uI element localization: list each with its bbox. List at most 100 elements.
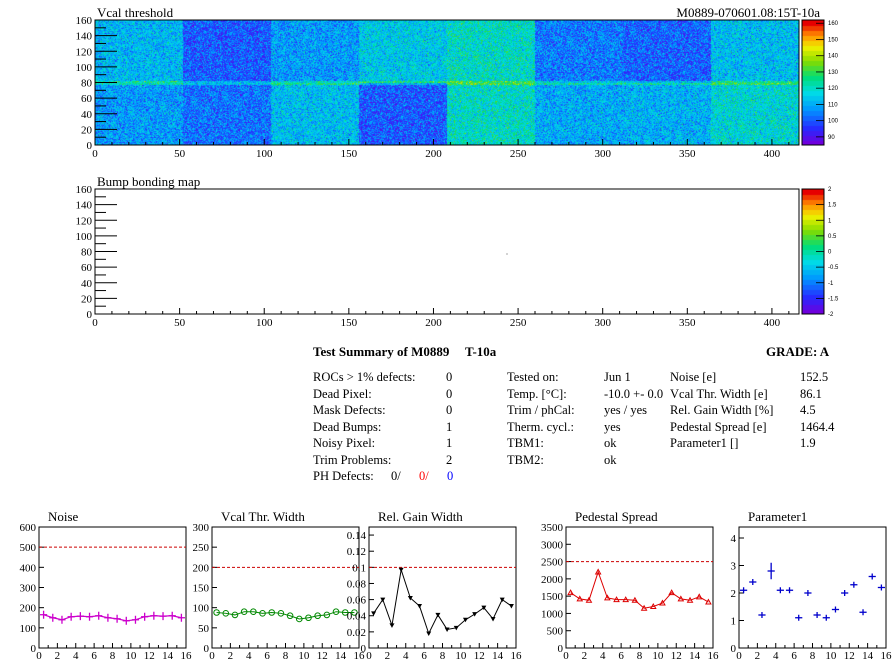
rel-gain-frame [368, 526, 517, 649]
pedestal-point [622, 596, 630, 603]
noise-ytick-label: 300 [20, 583, 37, 595]
vcal-width-frame [211, 526, 360, 649]
noise-xtick-label: 10 [125, 650, 137, 662]
noise-title: Noise [48, 509, 79, 524]
col2-label: Trim / phCal: [507, 403, 575, 417]
vcal-width-point [240, 608, 248, 616]
pedestal-point [576, 595, 584, 602]
bump-map-xtick-label: 200 [425, 317, 442, 329]
rel-gain-point [389, 623, 395, 628]
col3-value: 1.9 [800, 436, 816, 450]
pedestal-xtick-label: 8 [637, 650, 643, 662]
rel-gain-xtick-label: 10 [455, 650, 467, 662]
noise-frame [38, 526, 187, 649]
col1-label: Mask Defects: [313, 403, 386, 417]
bump-map-ytick-label: 60 [81, 262, 93, 274]
parameter1-plot [738, 526, 887, 649]
vcal-threshold-cb-label: 160 [828, 21, 839, 27]
col2-value: -10.0 +- 0.0 [604, 386, 664, 401]
pedestal-xtick-label: 14 [689, 650, 701, 662]
rel-gain-xtick-label: 8 [440, 650, 446, 662]
rel-gain-xtick-label: 2 [385, 650, 391, 662]
bump-map-cb-label: 0 [828, 250, 832, 256]
pedestal-point [659, 599, 666, 606]
bump-map-ytick-label: 120 [76, 215, 93, 227]
col1-value: 1 [446, 436, 453, 450]
rel-gain-point [508, 604, 514, 609]
col2-label: TBM2: [507, 452, 544, 467]
rel-gain-point [499, 597, 505, 603]
pedestal-xtick-label: 10 [652, 650, 664, 662]
bump-map-cb-label: 2 [828, 187, 832, 193]
pedestal-point [603, 594, 611, 601]
parameter1-xtick-label: 16 [881, 650, 893, 662]
col1-label: Dead Bumps: [313, 419, 382, 434]
ph-defects-value-1: 0/ [391, 469, 401, 483]
vcal-threshold-xtick-label: 250 [510, 148, 527, 160]
pedestal-xtick-label: 6 [618, 650, 624, 662]
rel-gain-ytick-label: 0.12 [347, 546, 366, 558]
ph-defects-value-3: 0 [447, 469, 454, 483]
col2-value: ok [604, 436, 617, 450]
rel-gain-point [462, 617, 468, 623]
vcal-width-point [295, 615, 303, 623]
rel-gain-ytick-label: 0.06 [347, 595, 367, 607]
vcal-width-ytick-label: 0 [204, 643, 210, 655]
noise-ytick-label: 400 [20, 562, 37, 574]
pedestal-ytick-label: 500 [547, 626, 564, 638]
vcal-width-point [231, 611, 239, 619]
parameter1-xtick-label: 4 [773, 650, 779, 662]
bump-map-ytick-label: 140 [76, 200, 93, 212]
vcal-threshold-xtick-label: 0 [92, 148, 98, 160]
rel-gain-plot [368, 526, 517, 649]
pedestal-frame [565, 526, 714, 649]
pedestal-point [567, 589, 574, 596]
bump-map-ytick-label: 100 [76, 231, 93, 243]
vcal-threshold-ytick-label: 140 [76, 31, 93, 43]
bump-map-ytick-label: 40 [81, 278, 93, 290]
bump-map-xtick-label: 50 [174, 317, 186, 329]
parameter1-xtick-label: 0 [736, 650, 742, 662]
vcal-width-point [341, 609, 349, 616]
vcal-threshold-ytick-label: 120 [76, 46, 93, 58]
ph-defects-label: PH Defects: [313, 469, 374, 483]
vcal-threshold-xtick-label: 350 [679, 148, 696, 160]
pedestal-ytick-label: 2000 [541, 574, 564, 586]
parameter1-ytick-label: 3 [731, 561, 737, 573]
vcal-width-xtick-label: 8 [283, 650, 289, 662]
bump-map-cb-label: -1.5 [828, 296, 839, 302]
vcal-threshold-cb-label: 120 [828, 86, 839, 92]
vcal-width-point [277, 610, 285, 617]
col2-value: yes [604, 419, 621, 434]
vcal-threshold-colorbar [802, 20, 824, 145]
pedestal-series-line [570, 570, 709, 609]
noise-xtick-label: 8 [110, 650, 116, 662]
bump-map-cb-label: 1 [828, 218, 832, 224]
noise-ytick-label: 500 [20, 542, 37, 554]
bump-map-xtick-label: 100 [256, 317, 273, 329]
col1-value: 1 [446, 419, 453, 434]
vcal-width-point [314, 612, 321, 620]
rel-gain-point [380, 597, 386, 603]
vcal-width-ytick-label: 200 [193, 562, 210, 574]
vcal-width-point [351, 609, 358, 616]
vcal-width-title: Vcal Thr. Width [221, 509, 305, 524]
vcal-threshold-xtick-label: 50 [174, 148, 186, 160]
vcal-width-point [222, 610, 230, 617]
vcal-threshold-cb-label: 90 [828, 135, 835, 141]
vcal-width-point [213, 609, 220, 616]
rel-gain-xtick-label: 16 [511, 650, 523, 662]
parameter1-xtick-label: 10 [825, 650, 837, 662]
col1-value: 2 [446, 452, 453, 467]
noise-xtick-label: 4 [73, 650, 79, 662]
rel-gain-xtick-label: 6 [421, 650, 427, 662]
vcal-threshold-frame [94, 19, 800, 146]
bump-map-xtick-label: 0 [92, 317, 98, 329]
rel-gain-point [426, 631, 432, 636]
vcal-width-xtick-label: 16 [354, 650, 366, 662]
bump-map-frame [94, 188, 800, 315]
bump-map-axes [94, 188, 825, 315]
rel-gain-point [444, 627, 450, 632]
vcal-width-ytick-label: 50 [198, 623, 210, 635]
parameter1-xtick-label: 2 [755, 650, 761, 662]
